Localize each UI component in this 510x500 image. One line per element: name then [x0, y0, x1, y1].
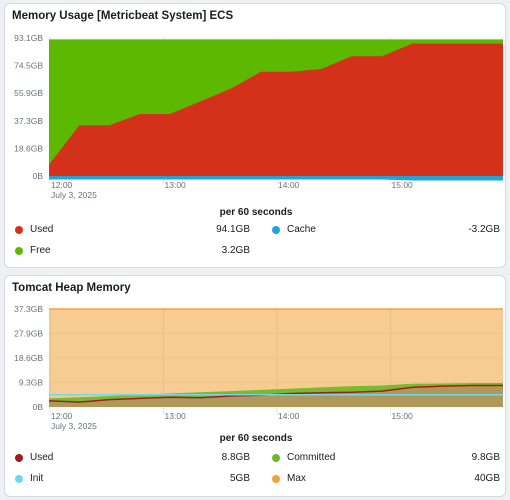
y-tick-label: 0B — [33, 171, 44, 181]
y-tick-label: 93.1GB — [14, 33, 43, 43]
x-tick-label: 13:00 — [165, 180, 187, 190]
y-tick-label: 27.9GB — [14, 329, 43, 339]
y-tick-label: 37.3GB — [14, 304, 43, 314]
x-tick-label: 12:00 — [51, 180, 73, 190]
x-tick-label: 13:00 — [165, 411, 187, 421]
x-tick-label: 15:00 — [392, 411, 414, 421]
legend-item-max[interactable]: Max 40GB — [272, 472, 500, 486]
x-tick-label: 14:00 — [278, 411, 300, 421]
y-tick-label: 37.3GB — [14, 116, 43, 126]
legend-dot-used — [15, 454, 23, 462]
legend-dot-init — [15, 475, 23, 483]
memory-usage-chart[interactable]: 93.1GB 74.5GB 55.9GB 37.3GB 18.6GB 0B 12:00 13:… — [5, 4, 507, 204]
y-tick-label: 9.3GB — [19, 378, 43, 388]
legend-dot-max — [272, 475, 280, 483]
legend-dot-free — [15, 247, 23, 255]
tomcat-heap-panel: Tomcat Heap Memory 37.3GB 27.9GB 18.6GB 9.3… — [4, 275, 506, 497]
y-tick-label: 55.9GB — [14, 88, 43, 98]
x-axis-label: per 60 seconds — [219, 433, 293, 444]
tomcat-heap-chart[interactable]: 37.3GB 27.9GB 18.6GB 9.3GB 0B 12:00 13:00 14:00… — [5, 276, 507, 434]
legend-item-free[interactable]: Free 3.2GB — [15, 244, 250, 258]
legend-item-used[interactable]: Used 8.8GB — [15, 451, 250, 465]
y-tick-label: 0B — [33, 402, 44, 412]
memory-usage-panel: Memory Usage [Metricbeat System] ECS 93.… — [4, 3, 506, 268]
panel-title: Tomcat Heap Memory — [12, 282, 131, 294]
used-area — [49, 43, 503, 176]
legend-dot-cache — [272, 226, 280, 234]
y-tick-label: 18.6GB — [14, 353, 43, 363]
x-tick-label: 15:00 — [392, 180, 414, 190]
x-axis-label: per 60 seconds — [219, 207, 293, 218]
max-area — [49, 309, 503, 407]
legend-item-used[interactable]: Used 94.1GB — [15, 223, 250, 237]
y-tick-label: 18.6GB — [14, 143, 43, 153]
x-date-label: July 3, 2025 — [51, 421, 97, 431]
cache-area — [49, 176, 503, 181]
x-tick-label: 12:00 — [51, 411, 73, 421]
legend-item-init[interactable]: Init 5GB — [15, 472, 250, 486]
legend-dot-committed — [272, 454, 280, 462]
legend-item-committed[interactable]: Committed 9.8GB — [272, 451, 500, 465]
panel-title: Memory Usage [Metricbeat System] ECS — [12, 10, 234, 22]
y-tick-label: 74.5GB — [14, 61, 43, 71]
legend-item-cache[interactable]: Cache -3.2GB — [272, 223, 500, 237]
x-date-label: July 3, 2025 — [51, 190, 97, 200]
x-tick-label: 14:00 — [278, 180, 300, 190]
legend-dot-used — [15, 226, 23, 234]
